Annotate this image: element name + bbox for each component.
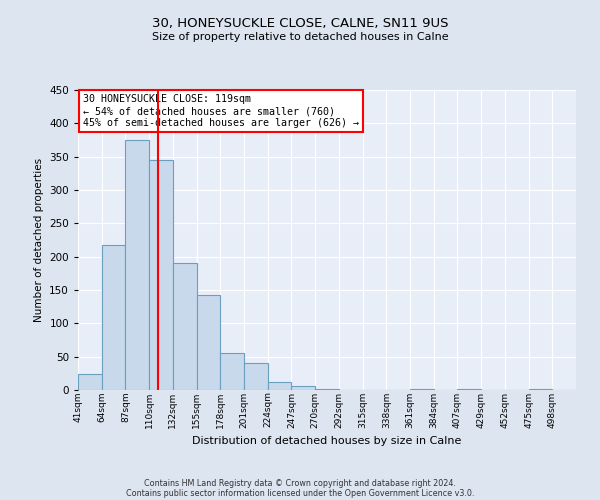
- Y-axis label: Number of detached properties: Number of detached properties: [34, 158, 44, 322]
- Bar: [457, 388, 481, 390]
- Text: Contains public sector information licensed under the Open Government Licence v3: Contains public sector information licen…: [126, 488, 474, 498]
- Bar: [315, 388, 339, 390]
- Text: 30 HONEYSUCKLE CLOSE: 119sqm
← 54% of detached houses are smaller (760)
45% of s: 30 HONEYSUCKLE CLOSE: 119sqm ← 54% of de…: [83, 94, 359, 128]
- X-axis label: Distribution of detached houses by size in Calne: Distribution of detached houses by size …: [193, 436, 461, 446]
- Text: 30, HONEYSUCKLE CLOSE, CALNE, SN11 9US: 30, HONEYSUCKLE CLOSE, CALNE, SN11 9US: [152, 18, 448, 30]
- Bar: [149, 160, 173, 390]
- Bar: [125, 140, 149, 390]
- Bar: [197, 296, 220, 390]
- Text: Size of property relative to detached houses in Calne: Size of property relative to detached ho…: [152, 32, 448, 42]
- Bar: [78, 374, 102, 390]
- Text: Contains HM Land Registry data © Crown copyright and database right 2024.: Contains HM Land Registry data © Crown c…: [144, 478, 456, 488]
- Bar: [268, 382, 292, 390]
- Bar: [102, 246, 125, 390]
- Bar: [529, 388, 552, 390]
- Bar: [220, 354, 244, 390]
- Bar: [292, 386, 315, 390]
- Bar: [410, 388, 434, 390]
- Bar: [244, 364, 268, 390]
- Bar: [173, 262, 197, 390]
